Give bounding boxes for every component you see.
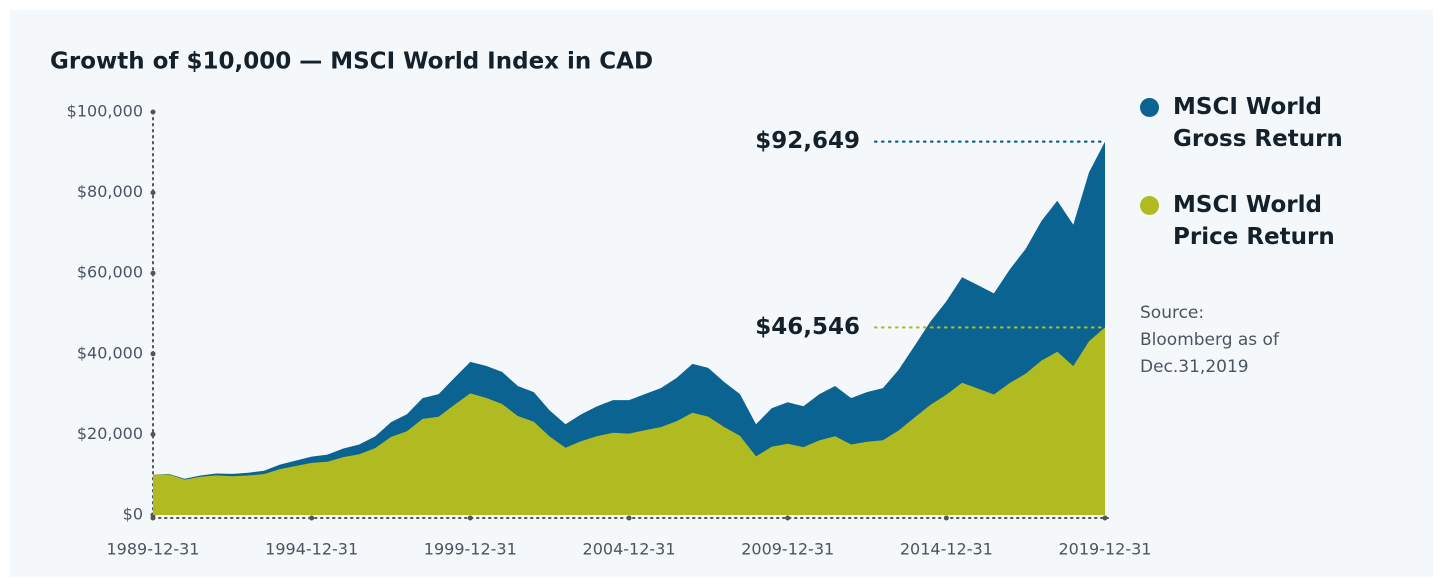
x-tick-label: 2009-12-31 bbox=[741, 540, 834, 559]
y-tick bbox=[150, 270, 156, 276]
y-tick bbox=[150, 431, 156, 437]
area-series bbox=[153, 141, 1105, 515]
x-tick bbox=[943, 515, 949, 521]
x-tick bbox=[1102, 515, 1108, 521]
x-tick-label: 1989-12-31 bbox=[107, 540, 200, 559]
x-tick bbox=[467, 515, 473, 521]
y-tick-label: $20,000 bbox=[77, 424, 143, 443]
legend-label: MSCI World Price Return bbox=[1173, 192, 1335, 250]
y-tick bbox=[150, 109, 156, 115]
y-tick-label: $40,000 bbox=[77, 343, 143, 362]
legend-swatch bbox=[1140, 196, 1159, 215]
y-tick-label: $100,000 bbox=[67, 102, 143, 121]
legend-label: MSCI World Gross Return bbox=[1173, 94, 1343, 152]
chart-title: Growth of $10,000 — MSCI World Index in … bbox=[50, 49, 653, 75]
x-tick-label: 2019-12-31 bbox=[1059, 540, 1152, 559]
y-tick bbox=[150, 190, 156, 196]
end-label: $92,649 bbox=[755, 128, 860, 154]
y-tick-label: $60,000 bbox=[77, 263, 143, 282]
source-note: Source: Bloomberg as of Dec.31,2019 bbox=[1140, 303, 1279, 377]
y-tick-label: $80,000 bbox=[77, 182, 143, 201]
legend-swatch bbox=[1140, 98, 1159, 117]
y-tick bbox=[150, 351, 156, 357]
area-series bbox=[153, 327, 1105, 515]
x-tick bbox=[785, 515, 791, 521]
y-tick-label: $0 bbox=[123, 505, 143, 524]
x-tick bbox=[309, 515, 315, 521]
x-tick-label: 2014-12-31 bbox=[900, 540, 993, 559]
x-tick-label: 1994-12-31 bbox=[265, 540, 358, 559]
x-tick-label: 2004-12-31 bbox=[583, 540, 676, 559]
end-label: $46,546 bbox=[755, 314, 860, 340]
x-tick-label: 1999-12-31 bbox=[424, 540, 517, 559]
x-tick bbox=[150, 515, 156, 521]
x-tick bbox=[626, 515, 632, 521]
